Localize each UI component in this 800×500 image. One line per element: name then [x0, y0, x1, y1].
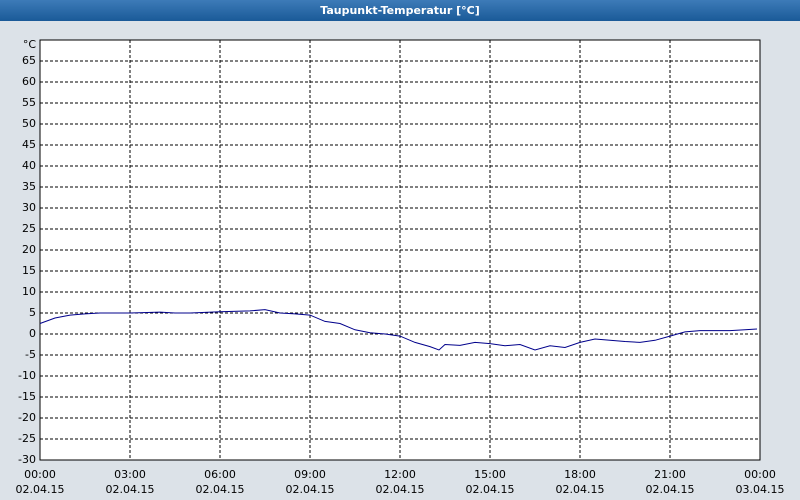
y-tick-label: 45: [22, 138, 36, 151]
x-tick-label: 21:00: [654, 468, 686, 481]
y-tick-label: 25: [22, 222, 36, 235]
y-tick-label: 0: [29, 327, 36, 340]
x-tick-date: 02.04.15: [286, 483, 335, 496]
y-tick-label: 10: [22, 285, 36, 298]
x-tick-date: 02.04.15: [376, 483, 425, 496]
x-tick-date: 03.04.15: [736, 483, 785, 496]
x-tick-date: 02.04.15: [556, 483, 605, 496]
x-tick-label: 12:00: [384, 468, 416, 481]
chart-title: Taupunkt-Temperatur [°C]: [320, 4, 480, 17]
y-tick-label: 30: [22, 201, 36, 214]
y-unit: °C: [23, 38, 37, 51]
y-tick-label: 5: [29, 306, 36, 319]
data-line: [39, 309, 758, 351]
y-tick-label: -20: [18, 411, 36, 424]
y-tick-label: 40: [22, 159, 36, 172]
y-tick-label: 55: [22, 96, 36, 109]
y-tick-label: 35: [22, 180, 36, 193]
y-tick-label: 65: [22, 54, 36, 67]
x-tick-label: 18:00: [564, 468, 596, 481]
x-tick-label: 09:00: [294, 468, 326, 481]
title-bar: [0, 0, 800, 21]
y-tick-label: 20: [22, 243, 36, 256]
y-tick-label: -5: [25, 348, 36, 361]
x-tick-date: 02.04.15: [106, 483, 155, 496]
y-tick-label: 60: [22, 75, 36, 88]
x-tick-date: 02.04.15: [466, 483, 515, 496]
x-tick-date: 02.04.15: [16, 483, 65, 496]
y-tick-label: -10: [18, 369, 36, 382]
x-tick-label: 03:00: [114, 468, 146, 481]
x-tick-label: 15:00: [474, 468, 506, 481]
y-tick-label: 50: [22, 117, 36, 130]
y-tick-label: -15: [18, 390, 36, 403]
y-tick-label: 15: [22, 264, 36, 277]
x-tick-label: 00:00: [24, 468, 56, 481]
y-tick-label: -30: [18, 453, 36, 466]
x-tick-date: 02.04.15: [196, 483, 245, 496]
x-tick-label: 00:00: [744, 468, 776, 481]
x-tick-label: 06:00: [204, 468, 236, 481]
y-tick-label: -25: [18, 432, 36, 445]
x-tick-date: 02.04.15: [646, 483, 695, 496]
